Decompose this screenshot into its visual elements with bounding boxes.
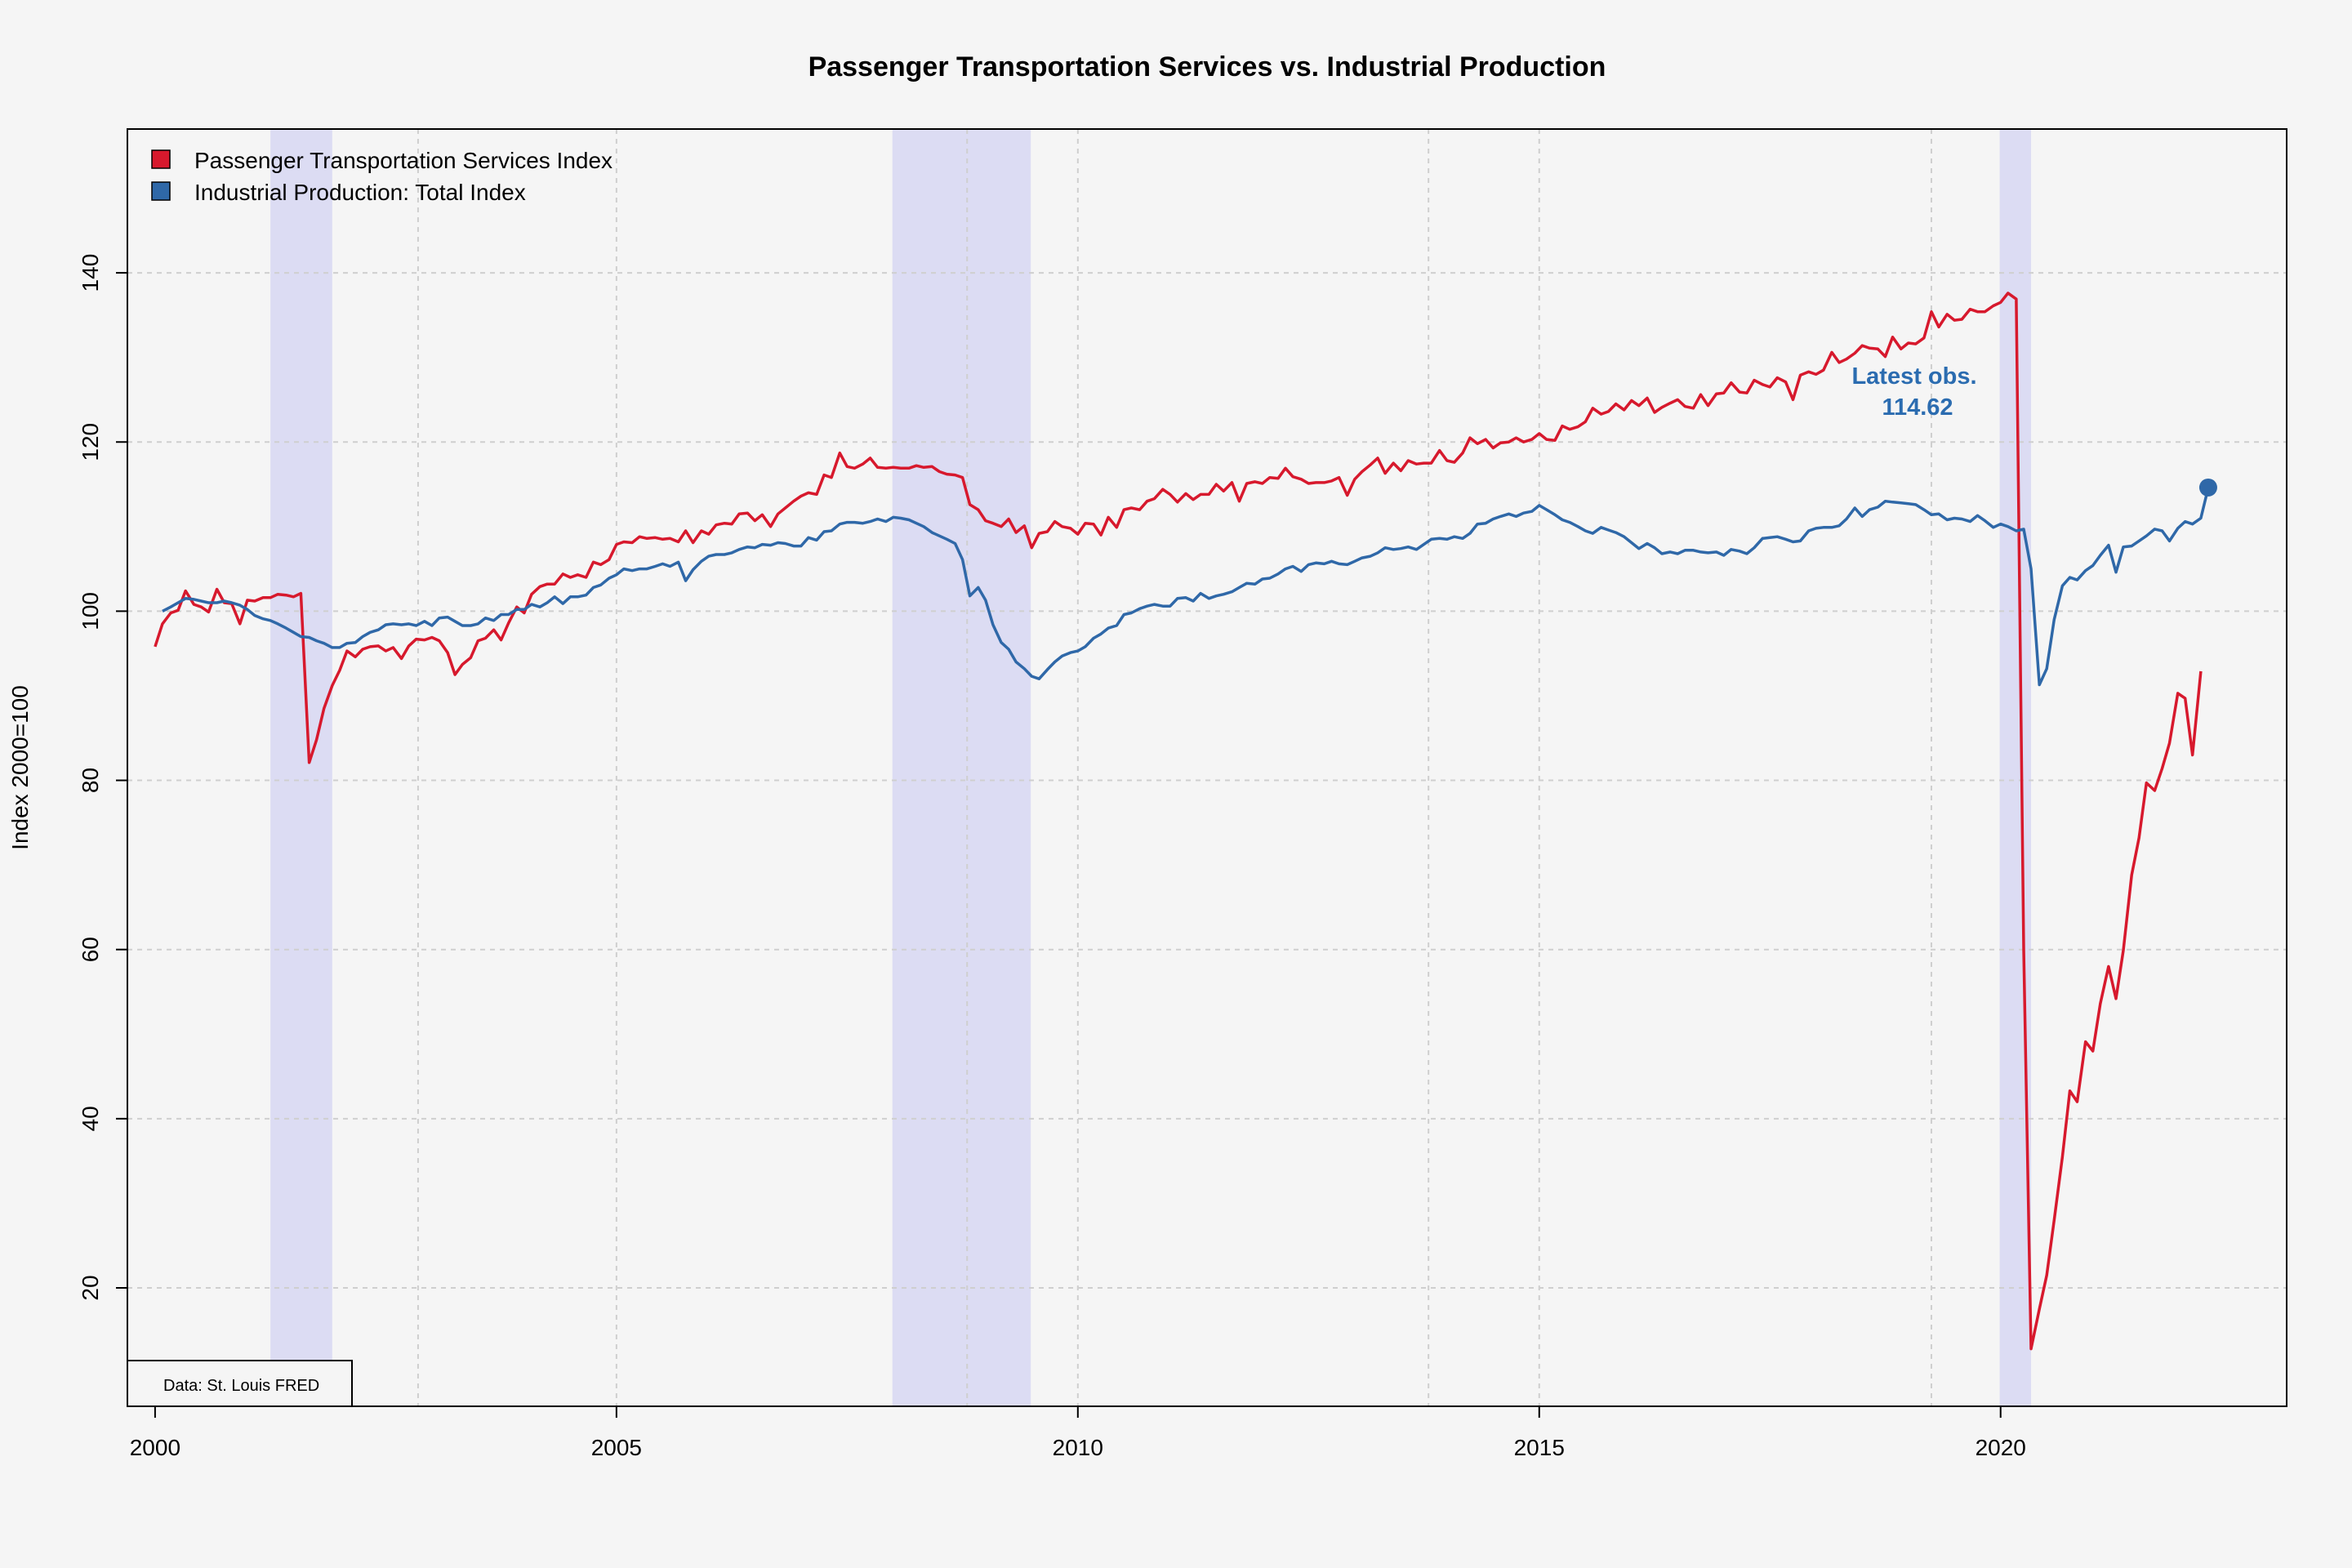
plot-frame bbox=[127, 128, 2287, 1407]
recession-band-0 bbox=[270, 129, 332, 1406]
series-line-1 bbox=[162, 487, 2210, 687]
series-lines bbox=[154, 292, 2210, 1351]
latest-marker bbox=[2198, 478, 2217, 497]
y-tick-label-100: 100 bbox=[78, 592, 103, 630]
y-axis-label: Index 2000=100 bbox=[7, 685, 33, 850]
plot-background bbox=[127, 129, 2287, 1406]
y-tick-label-40: 40 bbox=[78, 1106, 103, 1131]
x-axis: 2000 2005 2010 2015 2020 bbox=[130, 1406, 2026, 1460]
x-tick-label-2015: 2015 bbox=[1514, 1435, 1565, 1460]
legend-swatch-industrial bbox=[151, 181, 171, 201]
series-line-0 bbox=[154, 292, 2203, 1351]
source-note-box bbox=[127, 1360, 353, 1407]
legend-label-passenger: Passenger Transportation Services Index bbox=[194, 148, 612, 173]
y-tick-label-120: 120 bbox=[78, 423, 103, 461]
recession-band-1 bbox=[892, 129, 1031, 1406]
x-tick-label-2005: 2005 bbox=[591, 1435, 642, 1460]
chart-title: Passenger Transportation Services vs. In… bbox=[808, 51, 1606, 82]
y-tick-label-140: 140 bbox=[78, 254, 103, 292]
annotation-latest-value: 114.62 bbox=[1882, 394, 1953, 421]
y-tick-label-20: 20 bbox=[78, 1275, 103, 1300]
annotation-latest-title: Latest obs. bbox=[1851, 363, 1976, 390]
recession-shading bbox=[270, 129, 2032, 1406]
y-axis: 20 40 60 80 100 120 140 bbox=[78, 254, 127, 1301]
latest-point bbox=[2198, 478, 2217, 497]
x-tick-label-2020: 2020 bbox=[1976, 1435, 2026, 1460]
grid-lines bbox=[127, 129, 2287, 1406]
y-tick-label-80: 80 bbox=[78, 768, 103, 793]
legend-swatch-passenger bbox=[151, 149, 171, 169]
source-note: Data: St. Louis FRED bbox=[127, 1360, 353, 1407]
x-tick-label-2010: 2010 bbox=[1053, 1435, 1103, 1460]
legend: Passenger Transportation Services Index … bbox=[151, 148, 612, 205]
y-tick-label-60: 60 bbox=[78, 937, 103, 962]
legend-label-industrial: Industrial Production: Total Index bbox=[194, 180, 526, 205]
source-note-text: Data: St. Louis FRED bbox=[163, 1377, 319, 1395]
x-tick-label-2000: 2000 bbox=[130, 1435, 180, 1460]
